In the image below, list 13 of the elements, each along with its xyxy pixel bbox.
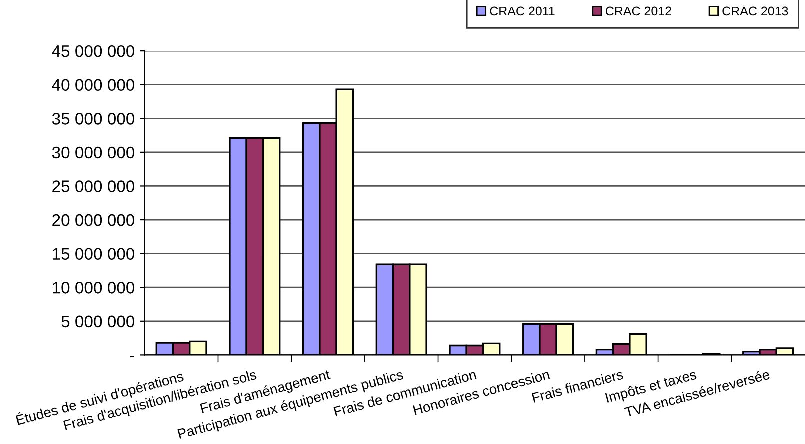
y-tick-label: 35 000 000 xyxy=(52,113,135,125)
y-tick-label: 20 000 000 xyxy=(52,214,135,226)
legend-label: CRAC 2012 xyxy=(606,6,672,16)
legend-label: CRAC 2011 xyxy=(490,6,555,16)
y-tick-label: 40 000 000 xyxy=(52,79,135,92)
y-tick-label: - xyxy=(130,356,134,358)
y-tick-label: 10 000 000 xyxy=(53,282,135,294)
legend-label: CRAC 2013 xyxy=(722,6,788,16)
y-tick-label: 25 000 000 xyxy=(52,180,135,192)
y-tick-label: 5 000 000 xyxy=(62,316,135,328)
y-tick-label: 45 000 000 xyxy=(52,45,135,58)
y-tick-label: 30 000 000 xyxy=(52,146,135,159)
y-tick-label: 15 000 000 xyxy=(53,248,135,260)
